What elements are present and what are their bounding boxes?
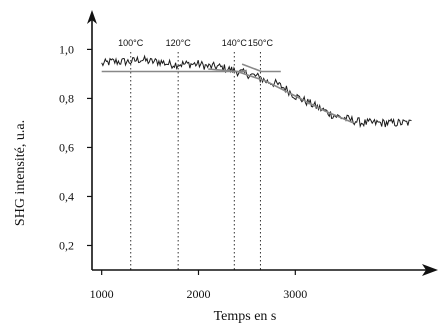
series-line-fit-3 <box>241 63 281 73</box>
y-axis: 0,2 0,4 0,6 0,8 1,0 SHG intensité, u.a. <box>13 10 97 270</box>
y-ticks: 0,2 0,4 0,6 0,8 1,0 <box>59 42 92 252</box>
y-tick-label: 0,8 <box>59 91 74 105</box>
temperature-markers: 100°C 120°C 140°C 150°C <box>118 38 274 270</box>
y-tick-label: 1,0 <box>59 42 74 56</box>
x-axis: 1000 2000 3000 Temps en s <box>90 264 438 324</box>
x-ticks: 1000 2000 3000 <box>90 270 307 301</box>
x-tick-label: 1000 <box>90 287 114 301</box>
x-axis-title: Temps en s <box>214 309 277 324</box>
y-axis-title: SHG intensité, u.a. <box>13 120 28 226</box>
x-axis-arrow <box>422 264 438 276</box>
y-tick-label: 0,6 <box>59 140 74 154</box>
y-tick-label: 0,2 <box>59 238 74 252</box>
temperature-marker-label: 140°C <box>222 38 248 48</box>
x-tick-label: 2000 <box>186 287 210 301</box>
plot-area: 100°C 120°C 140°C 150°C <box>101 38 412 270</box>
y-axis-arrow <box>87 10 97 24</box>
series-line-measured <box>101 54 412 129</box>
temperature-marker-label: 150°C <box>248 38 274 48</box>
series-layer <box>101 54 412 129</box>
series-line-fit-2 <box>208 68 354 124</box>
x-tick-label: 3000 <box>283 287 307 301</box>
temperature-marker-label: 100°C <box>118 38 144 48</box>
temperature-marker-label: 120°C <box>166 38 192 48</box>
y-tick-label: 0,4 <box>59 189 74 203</box>
